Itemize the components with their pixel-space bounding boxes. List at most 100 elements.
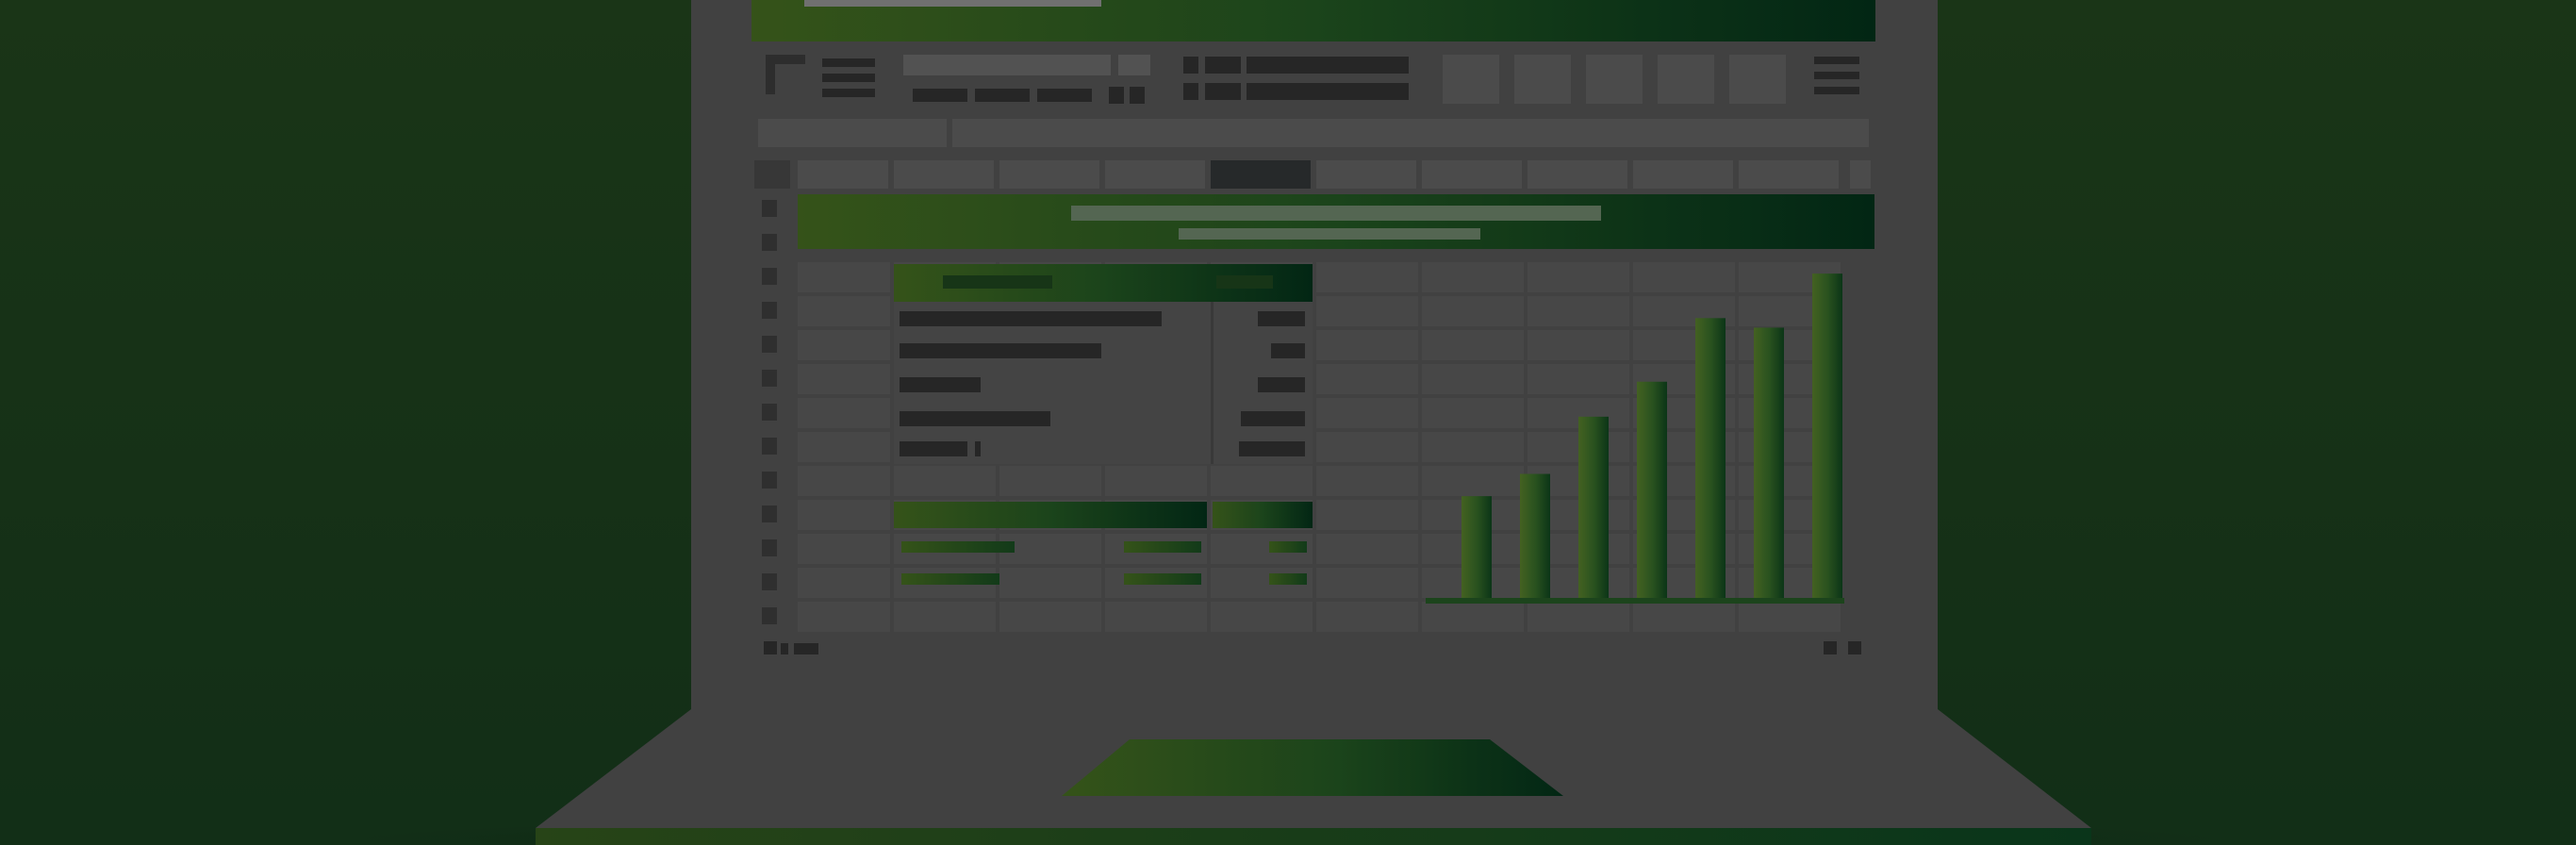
cell[interactable] bbox=[1316, 568, 1418, 598]
row-header[interactable] bbox=[762, 234, 777, 251]
cell[interactable] bbox=[1527, 262, 1629, 292]
align-icon-1[interactable] bbox=[1183, 57, 1198, 74]
menu-icon-line-3[interactable] bbox=[1814, 87, 1859, 94]
row-header[interactable] bbox=[762, 472, 777, 489]
format-button-b[interactable] bbox=[1130, 87, 1145, 104]
cell[interactable] bbox=[1422, 466, 1524, 496]
cell[interactable] bbox=[798, 330, 890, 360]
cell[interactable] bbox=[1316, 534, 1418, 564]
cell[interactable] bbox=[1527, 364, 1629, 394]
cell[interactable] bbox=[798, 602, 890, 632]
table-row-4-label bbox=[900, 411, 1050, 426]
name-box[interactable] bbox=[758, 119, 947, 147]
cell[interactable] bbox=[798, 466, 890, 496]
column-header[interactable] bbox=[1211, 160, 1311, 189]
column-header[interactable] bbox=[1850, 160, 1871, 189]
format-button-italic[interactable] bbox=[975, 89, 1030, 102]
cell[interactable] bbox=[999, 534, 1101, 564]
row-header[interactable] bbox=[762, 200, 777, 217]
format-button-bold[interactable] bbox=[913, 89, 967, 102]
row-header[interactable] bbox=[762, 607, 777, 624]
select-all-corner[interactable] bbox=[754, 160, 790, 189]
cell[interactable] bbox=[798, 364, 890, 394]
cell[interactable] bbox=[798, 432, 890, 462]
cell[interactable] bbox=[1527, 296, 1629, 326]
cell[interactable] bbox=[1422, 432, 1524, 462]
cell[interactable] bbox=[894, 466, 996, 496]
font-size-select[interactable] bbox=[1118, 55, 1150, 75]
column-header[interactable] bbox=[999, 160, 1099, 189]
ribbon-button-3[interactable] bbox=[1586, 55, 1643, 104]
cell[interactable] bbox=[1211, 466, 1313, 496]
cell[interactable] bbox=[798, 568, 890, 598]
cell[interactable] bbox=[1316, 364, 1418, 394]
column-header[interactable] bbox=[1105, 160, 1205, 189]
cell[interactable] bbox=[1422, 602, 1524, 632]
zoom-out-button[interactable] bbox=[1824, 641, 1837, 654]
align-icon-4[interactable] bbox=[1205, 83, 1241, 100]
cell[interactable] bbox=[1316, 432, 1418, 462]
menu-icon-line-2[interactable] bbox=[1814, 72, 1859, 79]
ribbon-button-2[interactable] bbox=[1514, 55, 1571, 104]
column-header[interactable] bbox=[1633, 160, 1733, 189]
cell[interactable] bbox=[1316, 466, 1418, 496]
column-header[interactable] bbox=[1739, 160, 1839, 189]
cell[interactable] bbox=[1422, 262, 1524, 292]
format-button-a[interactable] bbox=[1109, 87, 1124, 104]
font-select[interactable] bbox=[903, 55, 1111, 75]
cell[interactable] bbox=[999, 466, 1101, 496]
cell[interactable] bbox=[798, 398, 890, 428]
cell[interactable] bbox=[1316, 602, 1418, 632]
cell[interactable] bbox=[1211, 602, 1313, 632]
row-header[interactable] bbox=[762, 505, 777, 522]
cell[interactable] bbox=[1316, 262, 1418, 292]
column-header[interactable] bbox=[1527, 160, 1627, 189]
cell[interactable] bbox=[999, 568, 1101, 598]
cell[interactable] bbox=[1633, 262, 1735, 292]
cell[interactable] bbox=[798, 534, 890, 564]
format-button-underline[interactable] bbox=[1037, 89, 1092, 102]
cell[interactable] bbox=[1316, 500, 1418, 530]
zoom-in-button[interactable] bbox=[1848, 641, 1861, 654]
ribbon-button-5[interactable] bbox=[1729, 55, 1786, 104]
row-header[interactable] bbox=[762, 268, 777, 285]
align-icon-3[interactable] bbox=[1183, 83, 1198, 100]
row-header[interactable] bbox=[762, 539, 777, 556]
cell[interactable] bbox=[1422, 296, 1524, 326]
menu-icon-line-1[interactable] bbox=[1814, 57, 1859, 64]
cell[interactable] bbox=[1316, 398, 1418, 428]
cell[interactable] bbox=[1633, 602, 1735, 632]
column-header[interactable] bbox=[1422, 160, 1522, 189]
formula-input[interactable] bbox=[952, 119, 1869, 147]
cell[interactable] bbox=[1527, 330, 1629, 360]
ribbon-button-1[interactable] bbox=[1443, 55, 1499, 104]
align-icon-2[interactable] bbox=[1205, 57, 1241, 74]
row-header[interactable] bbox=[762, 438, 777, 455]
ribbon-button-4[interactable] bbox=[1658, 55, 1714, 104]
cell[interactable] bbox=[1739, 602, 1841, 632]
column-header[interactable] bbox=[798, 160, 888, 189]
cell[interactable] bbox=[1105, 602, 1207, 632]
cell[interactable] bbox=[1422, 364, 1524, 394]
sheet-tab-nav-2[interactable] bbox=[781, 643, 788, 654]
sheet-tab-label[interactable] bbox=[794, 643, 818, 654]
cell[interactable] bbox=[999, 602, 1101, 632]
cell[interactable] bbox=[1316, 296, 1418, 326]
row-header[interactable] bbox=[762, 404, 777, 421]
cell[interactable] bbox=[1422, 330, 1524, 360]
cell[interactable] bbox=[798, 262, 890, 292]
row-header[interactable] bbox=[762, 336, 777, 353]
cell[interactable] bbox=[798, 296, 890, 326]
cell[interactable] bbox=[1316, 330, 1418, 360]
cell[interactable] bbox=[1105, 466, 1207, 496]
cell[interactable] bbox=[894, 602, 996, 632]
row-header[interactable] bbox=[762, 573, 777, 590]
row-header[interactable] bbox=[762, 370, 777, 387]
sheet-tab-nav-1[interactable] bbox=[764, 641, 777, 654]
row-header[interactable] bbox=[762, 302, 777, 319]
column-header[interactable] bbox=[1316, 160, 1416, 189]
cell[interactable] bbox=[1527, 602, 1629, 632]
column-header[interactable] bbox=[894, 160, 994, 189]
cell[interactable] bbox=[1422, 398, 1524, 428]
cell[interactable] bbox=[798, 500, 890, 530]
